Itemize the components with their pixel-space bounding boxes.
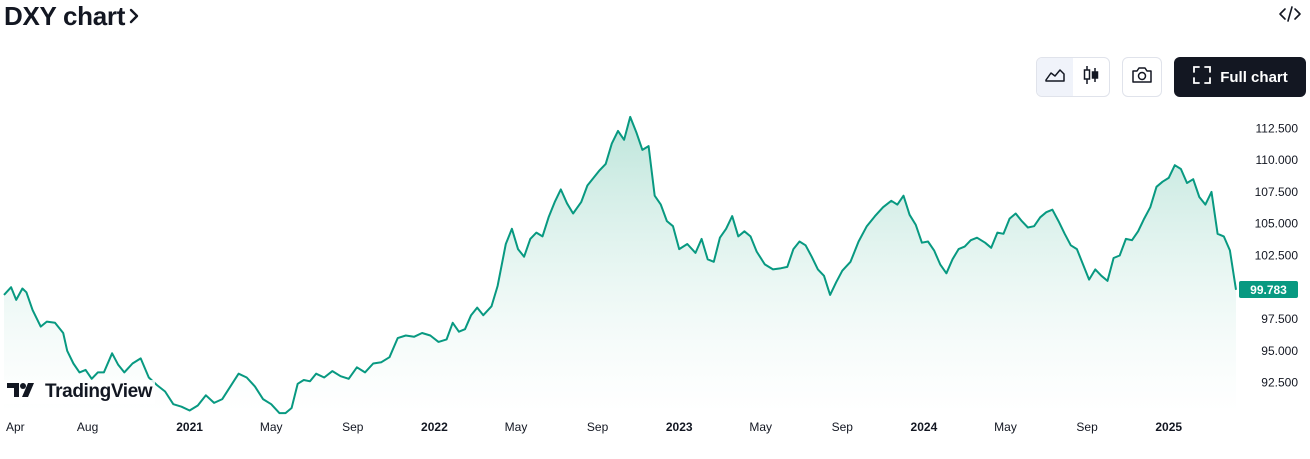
fullscreen-icon bbox=[1192, 65, 1212, 89]
y-tick-label: 95.000 bbox=[1261, 344, 1298, 358]
last-value-label: 99.783 bbox=[1250, 283, 1287, 297]
y-tick-label: 102.500 bbox=[1255, 249, 1299, 263]
camera-icon bbox=[1131, 66, 1153, 89]
area-chart-icon bbox=[1044, 67, 1066, 88]
chevron-right-icon bbox=[129, 8, 139, 29]
last-value-badge bbox=[1239, 281, 1298, 298]
x-tick-label: Apr bbox=[6, 420, 25, 434]
x-tick-label: Sep bbox=[342, 420, 364, 434]
tradingview-logo-icon bbox=[7, 382, 39, 403]
x-tick-label: May bbox=[505, 420, 528, 434]
x-tick-label: May bbox=[749, 420, 772, 434]
x-tick-label: Aug bbox=[77, 420, 98, 434]
tradingview-logo-text: TradingView bbox=[45, 381, 153, 402]
x-tick-label: 2022 bbox=[421, 420, 448, 434]
candles-style-button[interactable] bbox=[1073, 58, 1109, 96]
x-tick-label: Sep bbox=[1076, 420, 1098, 434]
y-tick-label: 110.000 bbox=[1256, 153, 1299, 167]
y-tick-label: 92.500 bbox=[1261, 376, 1298, 390]
chart-toolbar: Full chart bbox=[1036, 57, 1306, 97]
x-tick-label: 2024 bbox=[911, 420, 938, 434]
code-icon[interactable] bbox=[1278, 4, 1302, 24]
x-tick-label: 2021 bbox=[176, 420, 203, 434]
x-tick-label: 2025 bbox=[1155, 420, 1182, 434]
series-area bbox=[4, 116, 1236, 414]
page-title: DXY chart bbox=[4, 0, 126, 31]
full-chart-label: Full chart bbox=[1220, 68, 1288, 86]
tradingview-logo[interactable]: TradingView bbox=[4, 380, 156, 404]
series-line bbox=[3, 115, 1237, 415]
y-tick-label: 97.500 bbox=[1261, 312, 1298, 326]
full-chart-button[interactable]: Full chart bbox=[1174, 57, 1306, 97]
area-style-button[interactable] bbox=[1037, 58, 1073, 96]
chart-title-link[interactable]: DXY chart bbox=[4, 0, 139, 32]
x-tick-label: May bbox=[994, 420, 1017, 434]
chart-style-switch bbox=[1036, 57, 1110, 97]
x-tick-label: 2023 bbox=[666, 420, 693, 434]
candlestick-icon bbox=[1082, 65, 1100, 90]
x-tick-label: May bbox=[260, 420, 283, 434]
y-tick-label: 112.500 bbox=[1256, 121, 1299, 135]
screenshot-button[interactable] bbox=[1122, 57, 1162, 97]
y-tick-label: 107.500 bbox=[1255, 185, 1299, 199]
x-tick-label: Sep bbox=[832, 420, 854, 434]
y-tick-label: 105.000 bbox=[1255, 217, 1299, 231]
x-tick-label: Sep bbox=[587, 420, 609, 434]
